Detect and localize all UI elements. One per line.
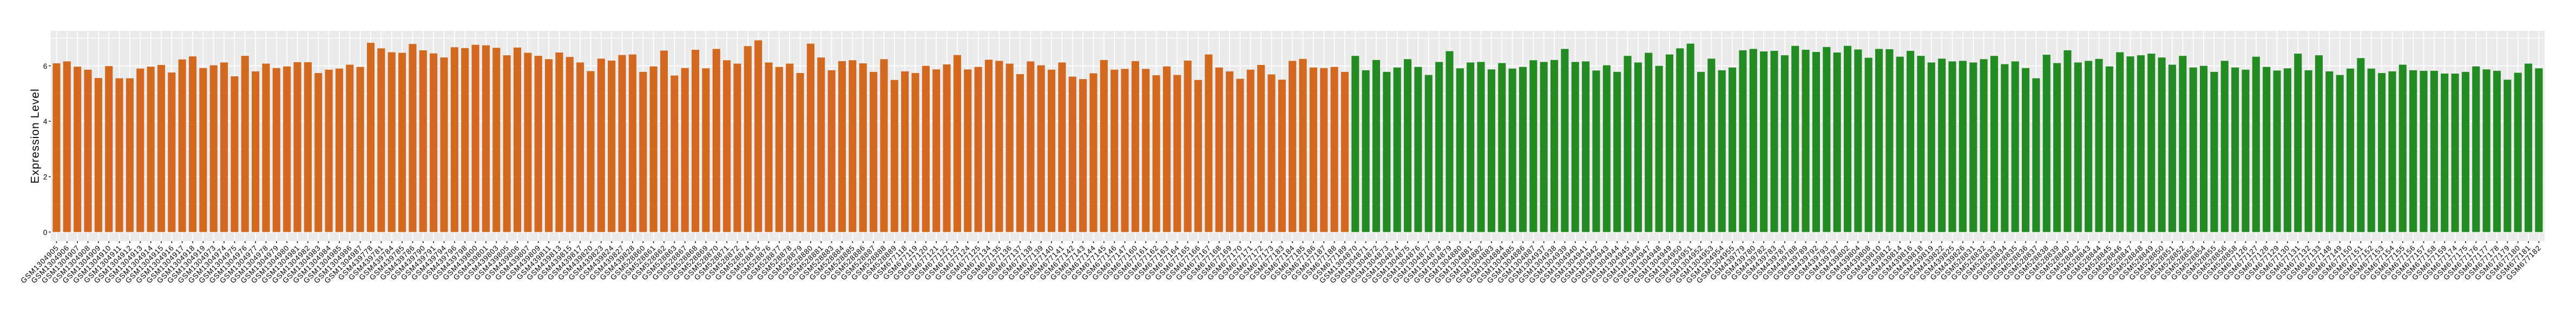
svg-text:Expression Level: Expression Level bbox=[29, 88, 42, 184]
svg-text:0: 0 bbox=[43, 228, 48, 237]
svg-text:4: 4 bbox=[43, 117, 48, 126]
svg-text:6: 6 bbox=[43, 62, 48, 70]
svg-text:2: 2 bbox=[43, 173, 48, 181]
